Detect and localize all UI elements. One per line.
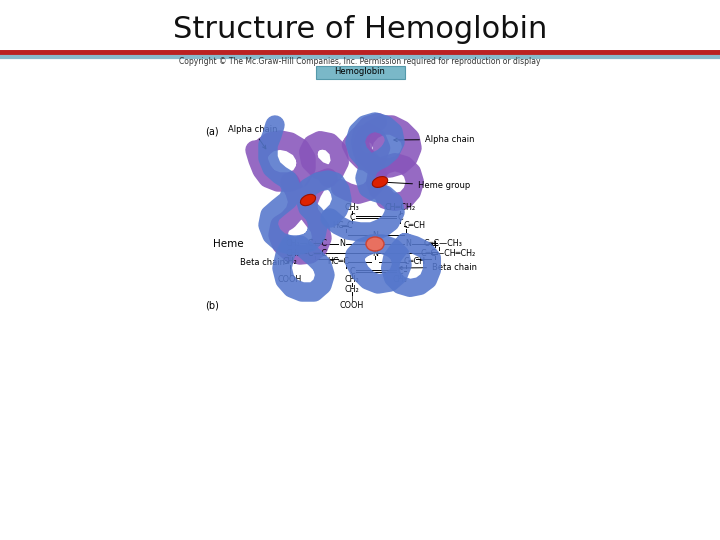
Text: CH₂: CH₂: [283, 258, 297, 267]
Ellipse shape: [366, 237, 384, 251]
Text: Copyright © The Mc.Graw-Hill Companies, Inc. Permission required for reproductio: Copyright © The Mc.Graw-Hill Companies, …: [179, 57, 541, 66]
Text: |: |: [289, 267, 292, 275]
Ellipse shape: [300, 194, 315, 206]
Text: N: N: [339, 240, 345, 248]
Text: C: C: [349, 267, 355, 275]
Text: Beta chain: Beta chain: [399, 263, 477, 272]
Text: CH₂: CH₂: [345, 275, 359, 285]
Text: COOH: COOH: [340, 300, 364, 309]
Text: Alpha chain: Alpha chain: [228, 125, 277, 149]
Text: C═C—CH₃: C═C—CH₃: [423, 240, 462, 248]
Text: COOH: COOH: [278, 275, 302, 285]
Text: HC: HC: [332, 221, 343, 231]
Text: CH₃: CH₃: [392, 275, 408, 285]
Text: Hemoglobin: Hemoglobin: [335, 68, 385, 77]
Text: CH₂—C—C: CH₂—C—C: [286, 248, 328, 258]
Text: CH₂: CH₂: [345, 285, 359, 294]
Text: C═C—CH═CH₂: C═C—CH═CH₂: [420, 248, 476, 258]
Text: CH═CH₂: CH═CH₂: [384, 204, 415, 213]
Ellipse shape: [372, 177, 387, 187]
Text: CH₃: CH₃: [345, 204, 359, 213]
Text: C: C: [397, 267, 402, 275]
Text: Structure of Hemoglobin: Structure of Hemoglobin: [173, 16, 547, 44]
Text: Fe: Fe: [371, 240, 379, 248]
Text: —C: —C: [339, 221, 353, 231]
Text: Alpha chain: Alpha chain: [394, 135, 474, 144]
Text: N: N: [405, 240, 411, 248]
Text: N: N: [372, 248, 378, 258]
Text: C: C: [397, 213, 402, 221]
Text: Beta chain: Beta chain: [240, 258, 289, 267]
Text: C═CH: C═CH: [403, 258, 425, 267]
Text: HC═C: HC═C: [327, 258, 349, 267]
Text: C═CH: C═CH: [403, 221, 425, 231]
Text: Heme: Heme: [213, 239, 243, 249]
Text: (a): (a): [205, 127, 219, 137]
Text: (b): (b): [205, 300, 219, 310]
FancyBboxPatch shape: [315, 65, 405, 78]
Text: Heme group: Heme group: [384, 181, 470, 190]
Text: CH₃—C—C: CH₃—C—C: [286, 240, 328, 248]
Text: N: N: [372, 231, 378, 240]
Text: |: |: [351, 294, 354, 302]
Text: C: C: [349, 213, 355, 221]
